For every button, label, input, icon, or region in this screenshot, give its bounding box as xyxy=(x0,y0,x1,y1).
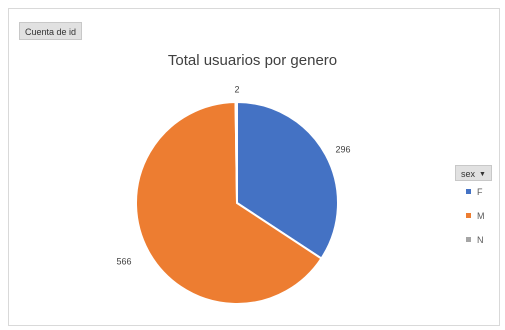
legend-swatch-F xyxy=(466,189,471,194)
pie-slice-M[interactable] xyxy=(134,100,323,305)
sex-filter-label: sex xyxy=(461,169,476,179)
pie-slices xyxy=(134,100,339,305)
chevron-down-icon: ▼ xyxy=(479,171,486,178)
data-labels: 296 566 2 xyxy=(116,84,350,266)
legend-label-M: M xyxy=(477,211,485,221)
legend-items: F M N xyxy=(455,187,501,248)
value-field-button[interactable]: Cuenta de id xyxy=(19,22,83,40)
legend-item-N: N xyxy=(466,235,501,248)
legend-swatch-N xyxy=(466,237,471,242)
value-field-label: Cuenta de id xyxy=(25,27,77,37)
legend-item-F: F xyxy=(466,187,501,200)
legend-label-F: F xyxy=(477,187,483,197)
sex-filter-dropdown[interactable]: sex ▼ xyxy=(455,165,492,181)
data-label-N: 2 xyxy=(234,84,239,94)
pie-slice-N[interactable] xyxy=(234,100,238,204)
legend-swatch-M xyxy=(466,213,471,218)
data-label-M: 566 xyxy=(116,256,131,266)
legend: sex ▼ F M N xyxy=(455,164,501,259)
legend-item-M: M xyxy=(466,211,501,224)
chart-title: Total usuarios por genero xyxy=(167,52,338,69)
legend-label-N: N xyxy=(477,235,484,245)
data-label-F: 296 xyxy=(335,144,350,154)
